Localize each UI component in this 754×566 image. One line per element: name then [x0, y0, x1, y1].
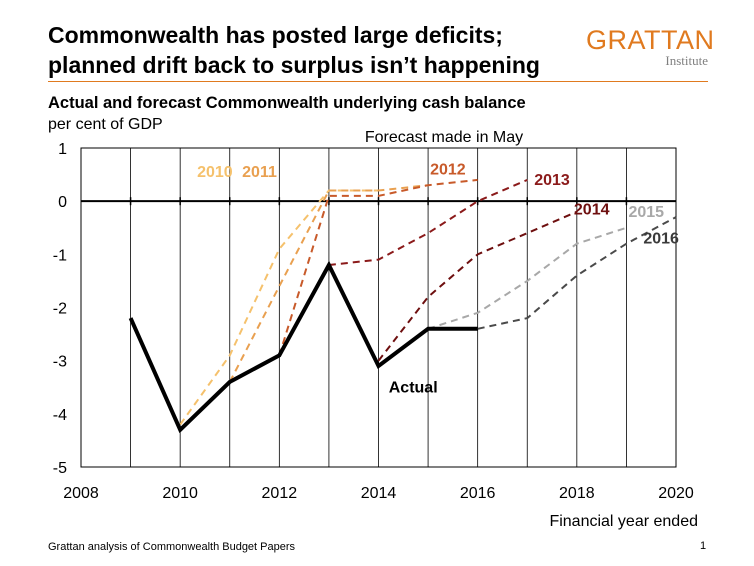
x-axis-label: Financial year ended [549, 513, 698, 530]
title-line-1: Commonwealth has posted large deficits; [48, 22, 503, 48]
page-number: 1 [700, 540, 707, 552]
logo-subtext: Institute [665, 53, 708, 68]
y-tick-label: -2 [53, 301, 67, 318]
series-line-2013 [328, 178, 528, 266]
series-label-2011: 2011 [242, 164, 277, 181]
slide-title: Commonwealth has posted large deficits; … [48, 20, 540, 80]
series-lines [128, 178, 677, 434]
x-tick-label: 2010 [162, 485, 198, 502]
x-tick-label: 2020 [658, 485, 694, 502]
x-tick-label: 2018 [559, 485, 595, 502]
y-axis-label: per cent of GDP [48, 116, 163, 133]
series-line-2016 [477, 216, 677, 330]
series-label-2016: 2016 [643, 231, 679, 248]
tick-labels: 1 0 -1 -2 -3 -4 -5 2008 2010 2012 2014 2016 2018 2020 [53, 141, 694, 502]
series-line-2011 [228, 184, 429, 383]
series-label-2015: 2015 [628, 204, 664, 221]
series-label-2010: 2010 [197, 164, 233, 181]
y-tick-label: -3 [53, 354, 67, 371]
series-label-2012: 2012 [430, 162, 466, 179]
y-tick-label: -1 [53, 247, 67, 264]
x-tick-label: 2014 [361, 485, 397, 502]
y-tick-label: 1 [58, 141, 67, 158]
y-tick-label: 0 [58, 194, 67, 211]
logo-wordmark: GRATTAN [586, 25, 715, 55]
source-note: Grattan analysis of Commonwealth Budget … [48, 541, 296, 553]
series-line-2012 [278, 178, 478, 356]
series-label-2013: 2013 [534, 172, 570, 189]
gridlines [80, 147, 677, 468]
series-line-2015 [427, 226, 627, 330]
header-divider [48, 81, 708, 82]
forecast-annotation: Forecast made in May [365, 129, 523, 146]
line-chart: 1 0 -1 -2 -3 -4 -5 2008 2010 2012 2014 2016 2018 2020… [53, 129, 698, 530]
series-line-actual [128, 260, 478, 434]
x-tick-label: 2016 [460, 485, 496, 502]
y-tick-label: -5 [53, 460, 67, 477]
series-label-2014: 2014 [574, 201, 610, 218]
series-label-actual: Actual [389, 380, 438, 397]
x-tick-label: 2008 [63, 485, 99, 502]
grattan-logo: GRATTAN Institute [586, 25, 715, 68]
chart-title: Actual and forecast Commonwealth underly… [48, 94, 526, 112]
series-line-2014 [377, 210, 578, 362]
y-tick-label: -4 [53, 407, 67, 424]
title-line-2: planned drift back to surplus isn’t happ… [48, 52, 540, 78]
x-tick-label: 2012 [262, 485, 298, 502]
